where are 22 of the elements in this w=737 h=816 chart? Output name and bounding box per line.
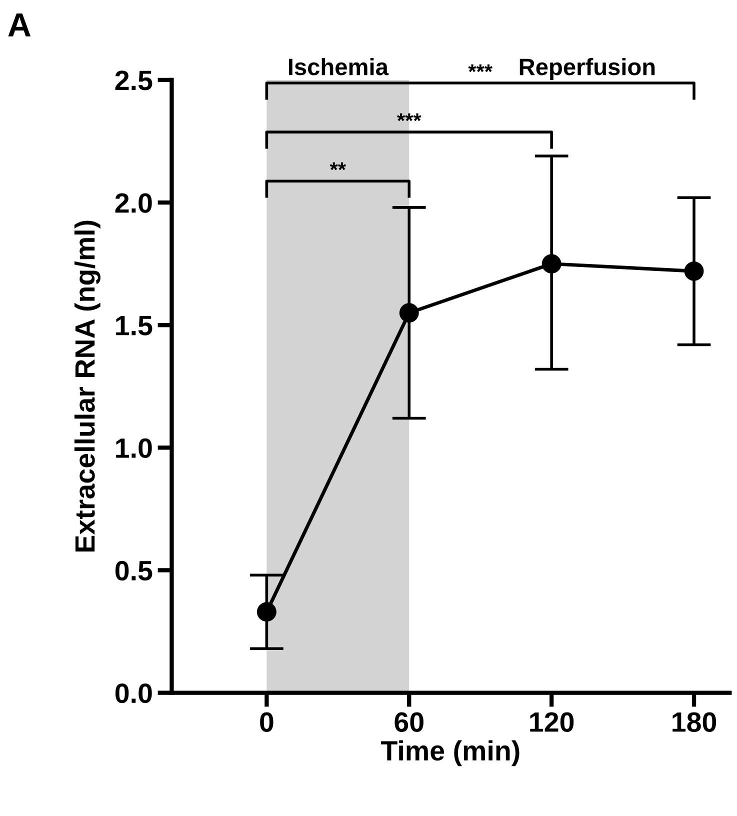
y-tick-label: 0.0 — [115, 683, 152, 704]
annotation: Reperfusion — [520, 58, 655, 80]
y-axis-title: Extracellular RNA (ng/ml) — [74, 220, 100, 552]
band-label: Ischemia — [288, 58, 389, 76]
y-tick-label: 0.5 — [115, 560, 152, 581]
text: *** — [468, 64, 492, 72]
point — [399, 303, 419, 323]
y-tick-label: 2.0 — [115, 193, 152, 213]
text: A — [8, 13, 31, 36]
annotation: *** — [397, 113, 422, 122]
x-tick-label: 120 — [530, 712, 574, 732]
y-tick-label: 1.0 — [116, 438, 152, 458]
point — [684, 261, 704, 281]
y-tick-label: 1.5 — [116, 316, 152, 336]
point — [542, 254, 562, 274]
x-tick-label: 60 — [394, 712, 424, 732]
x-axis-title: Time (min) — [381, 740, 520, 766]
annotation: ** — [330, 162, 346, 170]
point — [256, 602, 276, 622]
x-tick-label: 0 — [260, 712, 274, 732]
x-tick-label: 180 — [672, 712, 716, 732]
y-tick-label: 2.5 — [115, 70, 152, 90]
